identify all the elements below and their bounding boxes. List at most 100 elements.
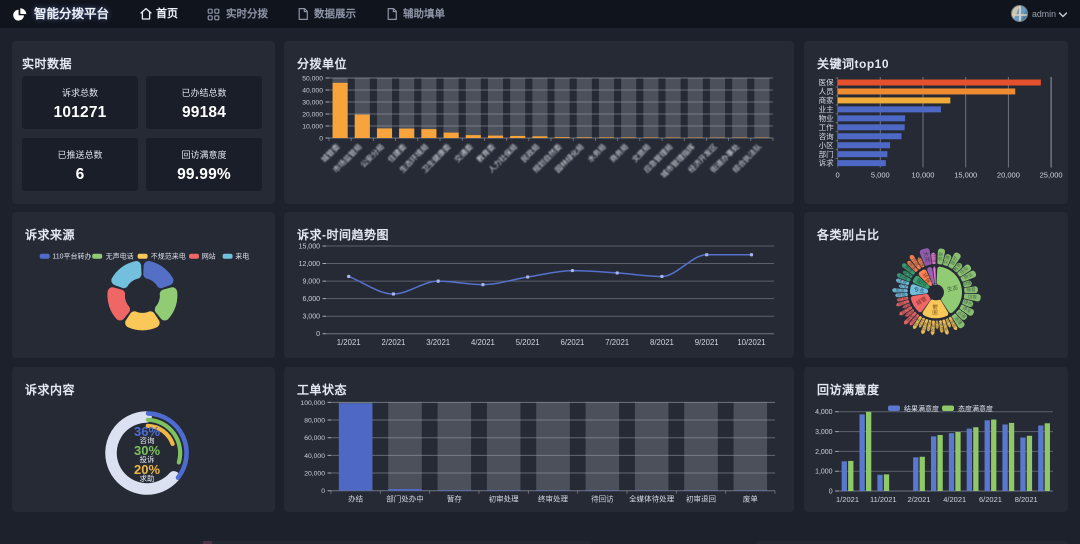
- svg-text:咨询: 咨询: [819, 131, 834, 141]
- svg-text:小区: 小区: [819, 141, 834, 150]
- svg-text:文化: 文化: [898, 282, 909, 291]
- svg-text:0: 0: [829, 488, 833, 495]
- svg-text:11/2021: 11/2021: [870, 495, 897, 504]
- svg-text:20,000: 20,000: [302, 111, 323, 118]
- svg-text:教育: 教育: [952, 261, 964, 273]
- svg-text:就业: 就业: [920, 321, 930, 332]
- svg-text:待回访: 待回访: [591, 494, 614, 504]
- svg-text:1,000: 1,000: [815, 469, 833, 476]
- svg-text:市容: 市容: [908, 314, 919, 326]
- svg-text:0: 0: [836, 171, 840, 180]
- svg-text:环境: 环境: [916, 256, 927, 268]
- svg-text:不规范来电: 不规范来电: [151, 252, 186, 261]
- svg-text:9/2021: 9/2021: [695, 338, 719, 347]
- svg-text:环境: 环境: [930, 253, 938, 263]
- svg-text:欠薪: 欠薪: [941, 322, 950, 333]
- svg-text:水务局: 水务局: [586, 142, 608, 164]
- svg-text:业主: 业主: [819, 104, 834, 114]
- svg-text:无声电话: 无声电话: [106, 252, 134, 261]
- svg-text:人员: 人员: [819, 87, 834, 96]
- svg-text:生态: 生态: [946, 283, 959, 293]
- svg-text:0: 0: [316, 331, 320, 338]
- svg-text:1/2021: 1/2021: [836, 495, 859, 504]
- svg-text:40,000: 40,000: [302, 87, 323, 94]
- svg-text:施工: 施工: [944, 317, 954, 329]
- svg-text:公安分局: 公安分局: [359, 142, 386, 169]
- svg-text:暂存: 暂存: [447, 494, 462, 504]
- svg-text:防疫: 防疫: [897, 291, 907, 299]
- svg-text:物业: 物业: [819, 113, 834, 123]
- svg-text:办结: 办结: [348, 494, 363, 504]
- svg-text:6/2021: 6/2021: [561, 338, 585, 347]
- svg-text:消费: 消费: [937, 321, 945, 332]
- svg-text:100,000: 100,000: [300, 400, 325, 407]
- svg-text:开锁: 开锁: [910, 256, 921, 268]
- svg-text:4/2021: 4/2021: [471, 338, 495, 347]
- svg-text:搬家: 搬家: [907, 260, 919, 272]
- svg-text:8/2021: 8/2021: [650, 338, 674, 347]
- svg-text:旅游: 旅游: [895, 286, 905, 293]
- svg-text:废单: 废单: [743, 494, 759, 504]
- svg-text:燃气: 燃气: [900, 305, 912, 316]
- svg-text:1/2021: 1/2021: [337, 338, 361, 347]
- svg-text:养老: 养老: [929, 322, 937, 332]
- svg-text:80,000: 80,000: [304, 417, 325, 424]
- svg-text:10,000: 10,000: [302, 123, 323, 130]
- svg-text:噪音: 噪音: [966, 286, 976, 294]
- svg-text:困难: 困难: [931, 303, 939, 315]
- svg-text:态度满意度: 态度满意度: [958, 404, 993, 413]
- svg-text:执法: 执法: [912, 316, 923, 328]
- svg-text:油烟: 油烟: [948, 318, 959, 330]
- svg-text:5,000: 5,000: [871, 171, 890, 180]
- svg-text:初审退回: 初审退回: [686, 494, 716, 504]
- svg-text:5/2021: 5/2021: [516, 338, 540, 347]
- svg-text:15,000: 15,000: [299, 243, 321, 250]
- svg-text:交通: 交通: [942, 254, 952, 265]
- svg-text:垃圾: 垃圾: [967, 293, 977, 301]
- svg-text:2/2021: 2/2021: [382, 338, 406, 347]
- svg-text:结果满意度: 结果满意度: [904, 404, 939, 413]
- svg-text:40,000: 40,000: [304, 453, 325, 460]
- svg-text:路灯: 路灯: [897, 298, 908, 308]
- svg-text:8/2021: 8/2021: [1015, 495, 1038, 504]
- svg-text:3,000: 3,000: [815, 429, 833, 436]
- svg-text:大类: 大类: [921, 250, 932, 264]
- svg-text:网站: 网站: [202, 252, 216, 261]
- svg-text:3,000: 3,000: [302, 314, 320, 321]
- svg-text:20,000: 20,000: [997, 171, 1020, 180]
- svg-text:0: 0: [319, 135, 323, 142]
- svg-text:安全: 安全: [902, 269, 914, 280]
- svg-text:110平台转办: 110平台转办: [52, 252, 91, 261]
- svg-text:25,000: 25,000: [1040, 171, 1063, 180]
- svg-text:0: 0: [321, 488, 325, 495]
- svg-text:2/2021: 2/2021: [908, 495, 931, 504]
- svg-text:诉求: 诉求: [819, 158, 834, 168]
- svg-text:工作: 工作: [819, 122, 834, 132]
- svg-text:9,000: 9,000: [302, 279, 320, 286]
- svg-text:社保: 社保: [925, 320, 934, 331]
- svg-text:4,000: 4,000: [815, 409, 833, 416]
- svg-text:2,000: 2,000: [815, 449, 833, 456]
- svg-text:商务局: 商务局: [608, 142, 630, 164]
- svg-text:科技: 科技: [898, 272, 910, 282]
- svg-text:医保: 医保: [819, 78, 834, 87]
- svg-text:来电: 来电: [235, 252, 249, 261]
- svg-text:全媒体待处理: 全媒体待处理: [629, 494, 674, 504]
- svg-text:6,000: 6,000: [302, 296, 320, 303]
- svg-text:终审处理: 终审处理: [538, 494, 568, 504]
- svg-text:停车: 停车: [961, 305, 973, 316]
- svg-text:初审处理: 初审处理: [489, 494, 519, 504]
- svg-text:商家: 商家: [819, 95, 834, 105]
- svg-text:6/2021: 6/2021: [979, 495, 1002, 504]
- svg-text:60,000: 60,000: [304, 435, 325, 442]
- svg-text:治安: 治安: [936, 251, 944, 261]
- svg-text:道路: 道路: [901, 300, 913, 310]
- svg-text:7/2021: 7/2021: [605, 338, 629, 347]
- svg-text:10,000: 10,000: [912, 171, 935, 180]
- svg-text:4/2021: 4/2021: [943, 495, 966, 504]
- svg-text:12,000: 12,000: [299, 261, 321, 268]
- svg-text:50,000: 50,000: [302, 75, 323, 82]
- svg-text:维修: 维修: [903, 263, 915, 275]
- svg-text:30,000: 30,000: [302, 99, 323, 106]
- svg-text:医疗: 医疗: [949, 254, 960, 266]
